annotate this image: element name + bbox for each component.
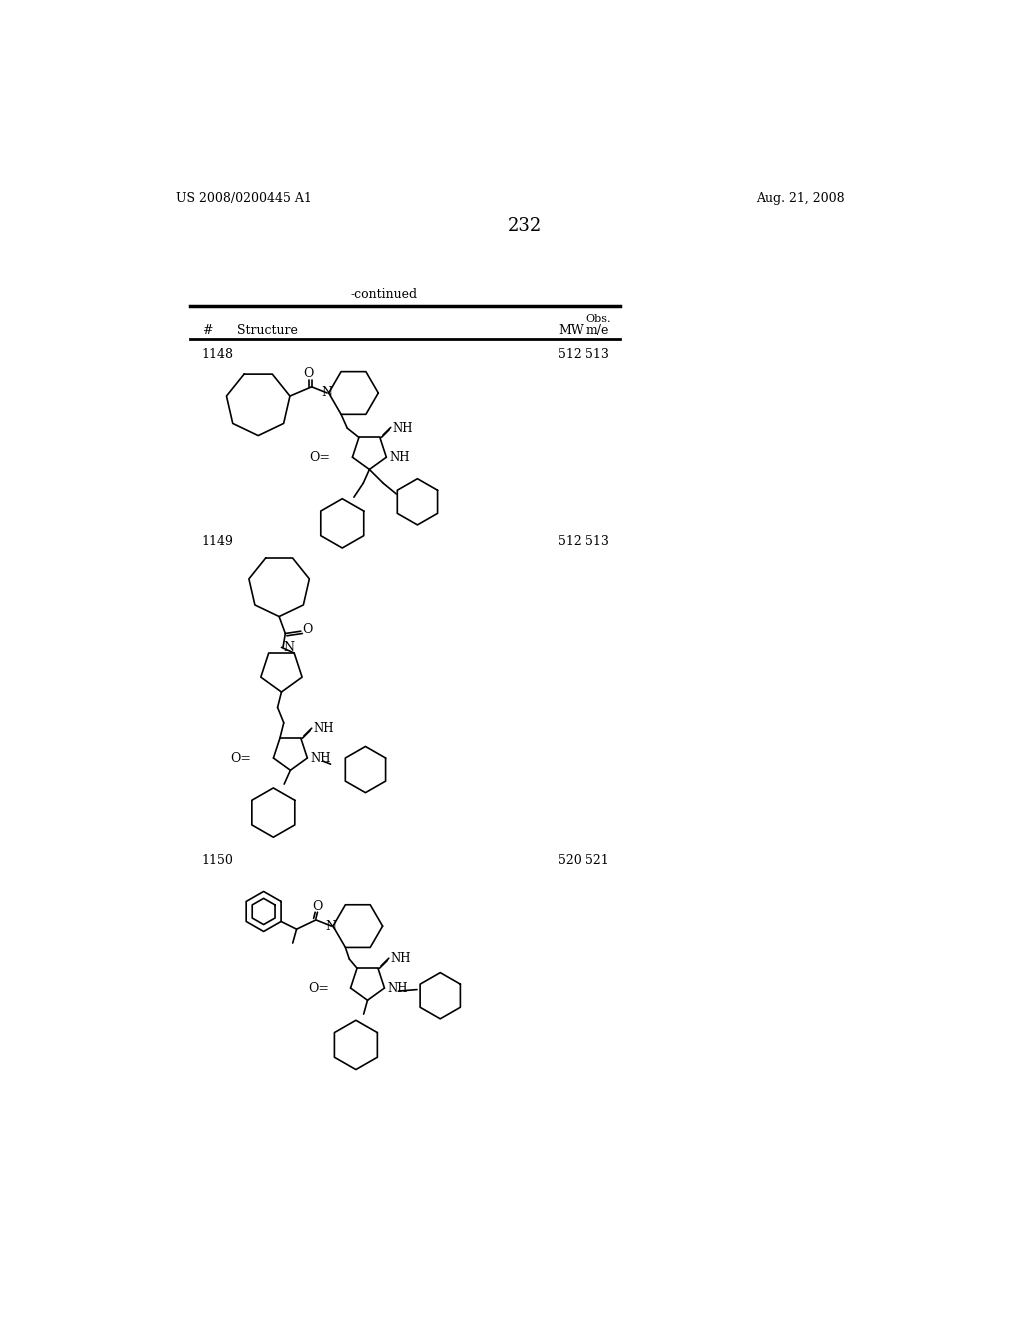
Text: N: N: [283, 640, 294, 653]
Text: -continued: -continued: [350, 288, 418, 301]
Text: 232: 232: [508, 218, 542, 235]
Text: US 2008/0200445 A1: US 2008/0200445 A1: [176, 191, 312, 205]
Text: NH: NH: [387, 982, 408, 994]
Text: NH: NH: [392, 421, 413, 434]
Text: O=: O=: [308, 982, 329, 994]
Text: NH: NH: [389, 450, 410, 463]
Text: 1149: 1149: [202, 536, 233, 548]
Text: NH: NH: [313, 722, 334, 735]
Text: Structure: Structure: [237, 325, 297, 338]
Text: O: O: [312, 899, 323, 912]
Text: O=: O=: [309, 450, 331, 463]
Text: Aug. 21, 2008: Aug. 21, 2008: [756, 191, 845, 205]
Text: 512: 512: [558, 536, 582, 548]
Text: 1150: 1150: [202, 854, 233, 867]
Text: 513: 513: [586, 536, 609, 548]
Text: m/e: m/e: [586, 325, 608, 338]
Text: N: N: [321, 387, 332, 400]
Text: NH: NH: [390, 953, 411, 965]
Text: NH: NH: [310, 751, 331, 764]
Text: O: O: [303, 367, 313, 380]
Text: 512: 512: [558, 348, 582, 362]
Text: 521: 521: [586, 854, 609, 867]
Text: 513: 513: [586, 348, 609, 362]
Text: 1148: 1148: [202, 348, 233, 362]
Text: Obs.: Obs.: [586, 314, 610, 323]
Text: N: N: [326, 920, 336, 933]
Text: O=: O=: [230, 751, 252, 764]
Text: O: O: [302, 623, 312, 636]
Text: #: #: [202, 325, 212, 338]
Text: MW: MW: [558, 325, 584, 338]
Text: 520: 520: [558, 854, 582, 867]
